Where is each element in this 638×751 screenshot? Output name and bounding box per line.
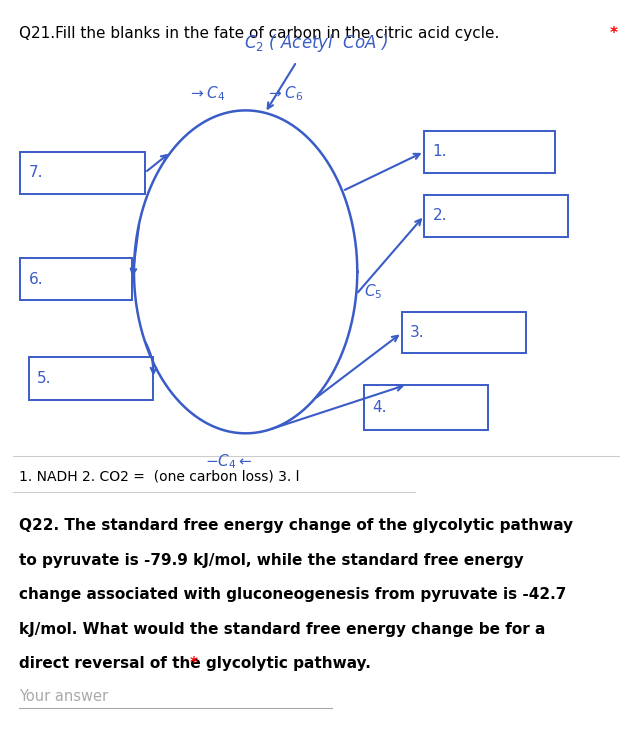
Text: 2.: 2.	[433, 208, 447, 223]
Text: $\rightarrow C_4$: $\rightarrow C_4$	[188, 84, 225, 103]
Text: 1. NADH 2. CO2 =  (one carbon loss) 3. l: 1. NADH 2. CO2 = (one carbon loss) 3. l	[19, 469, 300, 484]
FancyBboxPatch shape	[402, 312, 526, 353]
Text: to pyruvate is -79.9 kJ/mol, while the standard free energy: to pyruvate is -79.9 kJ/mol, while the s…	[19, 553, 524, 568]
Text: change associated with gluconeogenesis from pyruvate is -42.7: change associated with gluconeogenesis f…	[19, 587, 567, 602]
Text: $C_5$: $C_5$	[364, 282, 382, 300]
Text: *: *	[609, 26, 618, 41]
Text: Q21.Fill the blanks in the fate of carbon in the citric acid cycle.: Q21.Fill the blanks in the fate of carbo…	[19, 26, 505, 41]
Text: Q22. The standard free energy change of the glycolytic pathway: Q22. The standard free energy change of …	[19, 518, 574, 533]
Text: 3.: 3.	[410, 325, 425, 340]
FancyBboxPatch shape	[364, 385, 488, 430]
Text: Your answer: Your answer	[19, 689, 108, 704]
FancyBboxPatch shape	[20, 258, 132, 300]
Text: direct reversal of the glycolytic pathway.: direct reversal of the glycolytic pathwa…	[19, 656, 376, 671]
Text: 6.: 6.	[29, 272, 43, 287]
Text: 1.: 1.	[433, 144, 447, 159]
Text: 5.: 5.	[37, 371, 52, 386]
FancyBboxPatch shape	[20, 152, 145, 194]
Text: 4.: 4.	[372, 400, 387, 415]
Text: *: *	[189, 656, 197, 671]
Text: $C_2$ ( Acetyl  CoA ): $C_2$ ( Acetyl CoA )	[244, 32, 388, 54]
FancyBboxPatch shape	[29, 357, 153, 400]
Text: $\rightarrow C_6$: $\rightarrow C_6$	[266, 84, 304, 103]
Text: kJ/mol. What would the standard free energy change be for a: kJ/mol. What would the standard free ene…	[19, 622, 545, 637]
FancyBboxPatch shape	[424, 195, 568, 237]
FancyBboxPatch shape	[424, 131, 555, 173]
Text: 7.: 7.	[29, 165, 43, 180]
Text: $-C_4\leftarrow$: $-C_4\leftarrow$	[205, 452, 253, 471]
